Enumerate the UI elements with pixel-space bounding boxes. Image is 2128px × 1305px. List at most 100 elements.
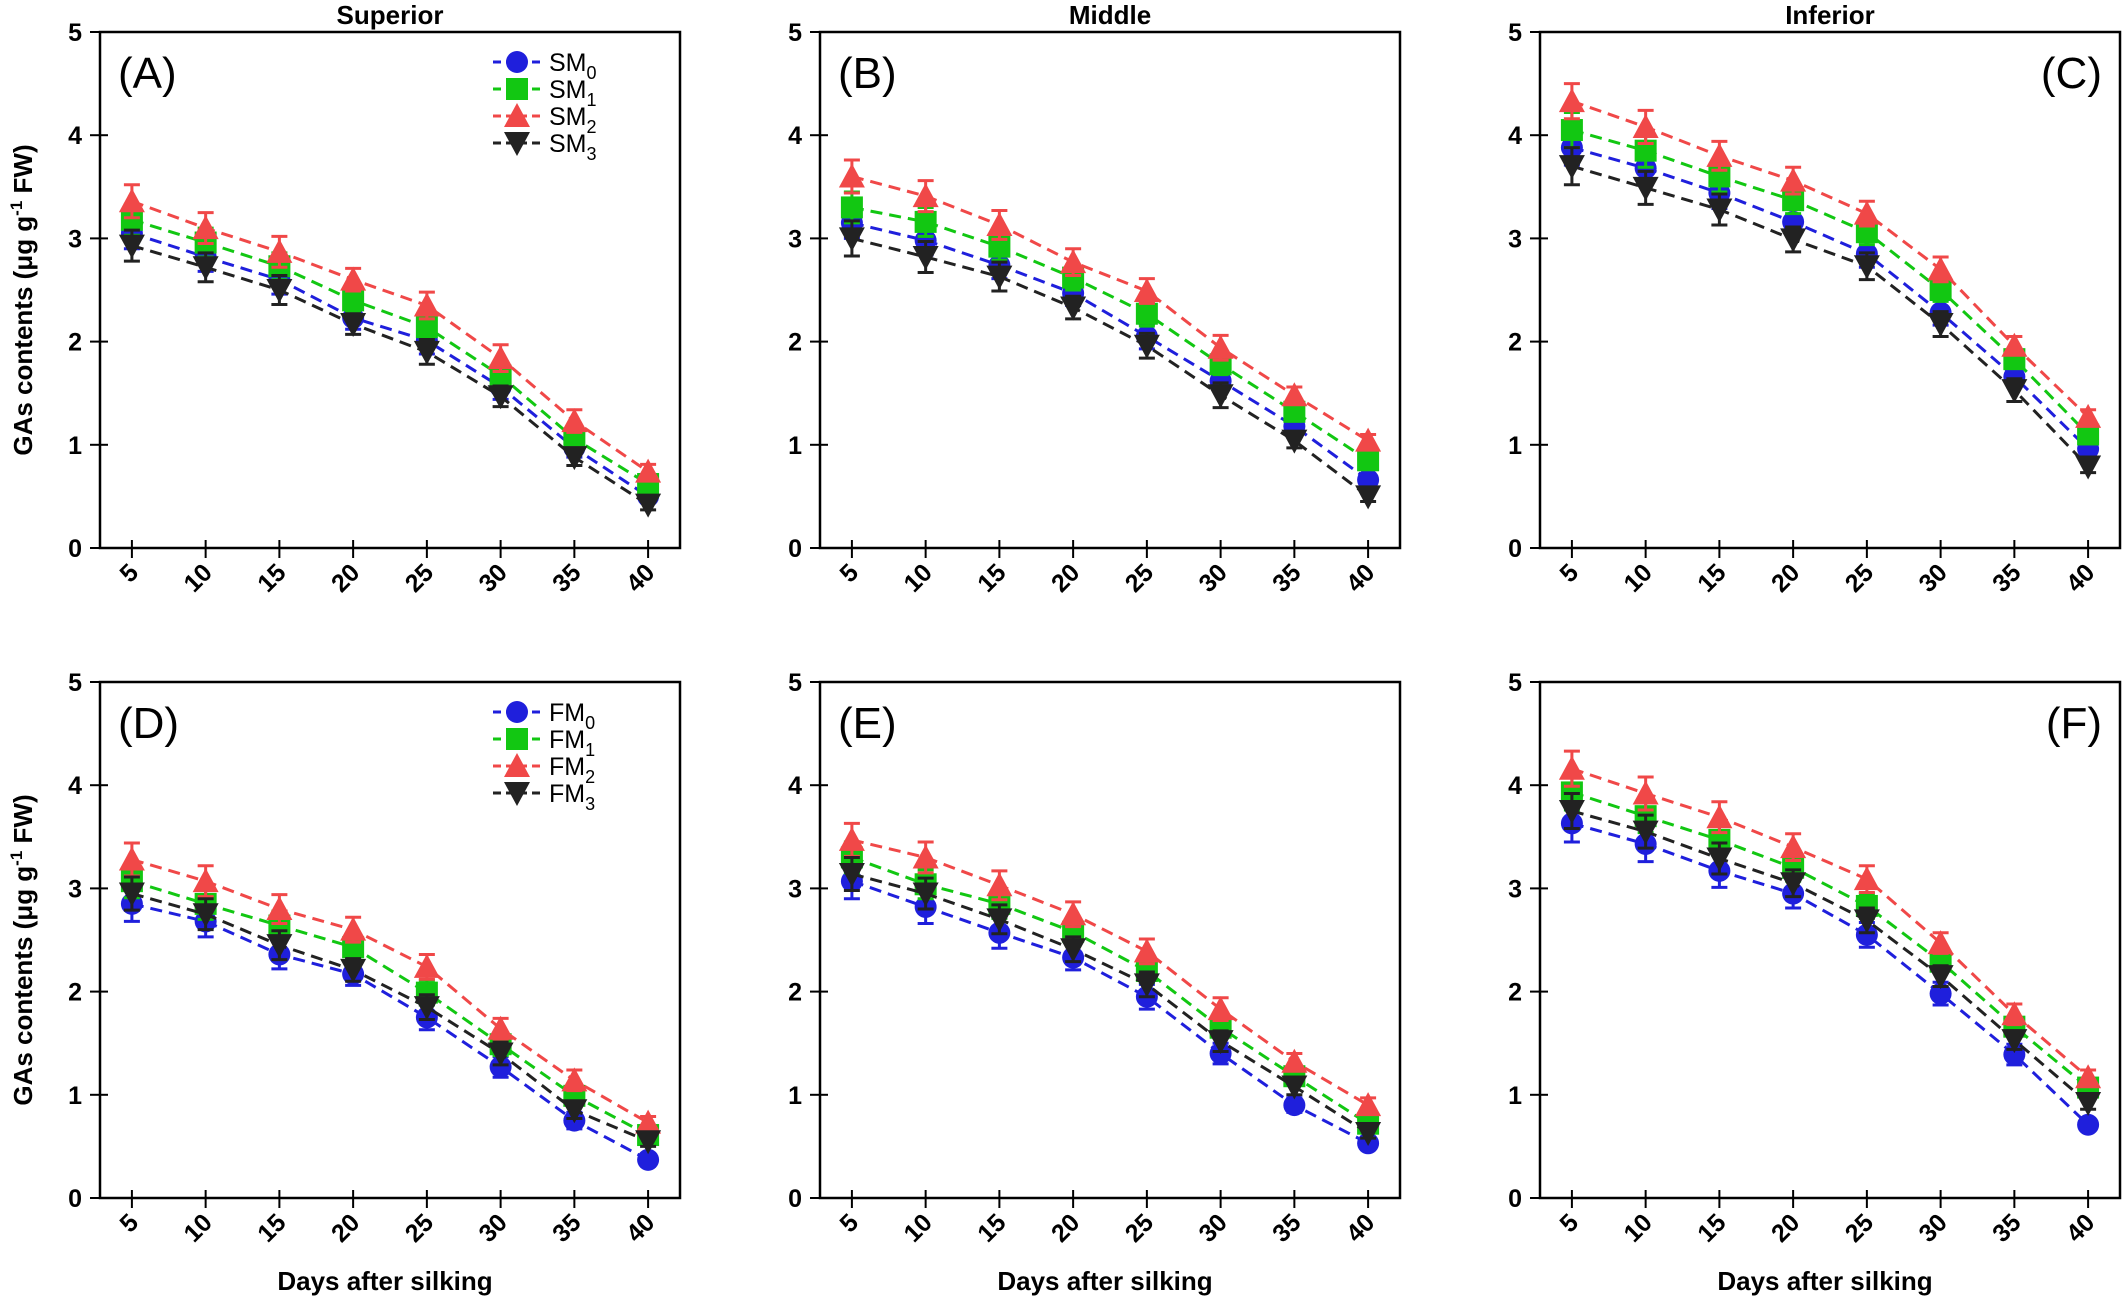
data-point <box>487 1015 514 1040</box>
series-sm3 <box>118 228 662 518</box>
legend-marker <box>506 728 528 750</box>
y-tick-label: 5 <box>788 669 802 697</box>
data-point <box>489 1055 512 1078</box>
x-tick-label: 40 <box>1341 558 1380 597</box>
legend-label: SM1 <box>549 76 597 110</box>
legend-label-subscript: 1 <box>587 90 597 110</box>
y-tick-label: 5 <box>68 669 82 697</box>
data-point <box>635 1130 662 1155</box>
data-point <box>1060 296 1087 321</box>
y-tick-label: 2 <box>788 329 802 357</box>
data-point <box>561 1067 588 1092</box>
x-tick-label: 5 <box>115 558 145 588</box>
x-tick-label: 25 <box>1840 1208 1880 1248</box>
data-point <box>1780 167 1807 192</box>
y-tick-label: 1 <box>788 432 802 460</box>
y-tick-label: 2 <box>788 979 802 1007</box>
data-point <box>1357 449 1380 472</box>
y-tick-label: 5 <box>1508 19 1522 47</box>
legend-label: FM2 <box>549 753 595 787</box>
panel-title: Middle <box>1069 0 1151 30</box>
data-point <box>1207 1030 1234 1055</box>
plot-frame <box>98 30 682 550</box>
data-point <box>2075 1092 2102 1117</box>
legend-label-prefix: FM <box>549 699 585 727</box>
data-point <box>266 279 293 303</box>
y-tick-label: 3 <box>1508 875 1522 903</box>
x-tick-label: 5 <box>835 1208 865 1238</box>
panel-c: 0 1 2 3 4 5 5 10 15 20 25 30 35 40 Inferior (C) <box>1508 0 2122 598</box>
series-line <box>1571 164 2090 468</box>
legend-label-prefix: SM <box>549 49 587 77</box>
data-point <box>561 446 588 471</box>
panel-letter: (B) <box>838 49 897 98</box>
data-point <box>118 188 145 213</box>
data-point <box>986 872 1013 897</box>
data-point <box>1135 302 1158 325</box>
data-point <box>1780 834 1807 859</box>
series-sm2 <box>838 158 1382 452</box>
legend-label: FM0 <box>549 699 595 733</box>
x-tick-label: 20 <box>326 1208 365 1247</box>
series-line <box>1571 128 2090 436</box>
data-point <box>635 493 662 518</box>
data-point <box>838 227 865 252</box>
data-point <box>2001 379 2028 404</box>
legend-marker <box>506 701 528 723</box>
x-tick-label: 30 <box>1193 558 1232 597</box>
x-tick-label: 10 <box>898 1208 937 1247</box>
data-point <box>1927 256 1954 281</box>
x-tick-label: 20 <box>1766 558 1805 597</box>
panel-letter: (E) <box>838 699 897 748</box>
data-point <box>986 265 1013 290</box>
series-line <box>1571 809 2090 1105</box>
series-line <box>1571 821 2090 1126</box>
data-point <box>192 256 219 281</box>
x-tick-label: 30 <box>1913 558 1952 597</box>
x-tick-label: 20 <box>326 558 365 597</box>
x-tick-label: 35 <box>547 1208 587 1248</box>
series-line <box>851 205 1369 462</box>
series-line <box>1571 767 2090 1079</box>
x-tick-label: 15 <box>252 1208 292 1248</box>
y-tick-label: 4 <box>788 122 802 150</box>
series-sm3 <box>1558 146 2102 480</box>
data-point <box>118 234 145 259</box>
data-point <box>2001 332 2028 357</box>
y-tick-label: 3 <box>68 225 82 253</box>
legend-marker <box>504 132 530 156</box>
x-tick-label: 25 <box>400 558 440 598</box>
data-point <box>1855 923 1878 946</box>
data-point <box>1853 200 1880 225</box>
x-tick-label: 40 <box>1341 1208 1380 1247</box>
plot-frame <box>818 30 1402 550</box>
data-point <box>1927 313 1954 338</box>
x-axis-title-d: Days after silking <box>277 1266 492 1296</box>
data-point <box>1060 901 1087 926</box>
data-point <box>561 1099 588 1124</box>
legend-marker <box>504 782 530 806</box>
y-tick-label: 2 <box>1508 329 1522 357</box>
legend-label-prefix: FM <box>549 780 585 808</box>
plot-frame <box>98 680 682 1200</box>
legend-marker <box>504 103 530 127</box>
x-tick-label: 10 <box>898 558 937 597</box>
data-point <box>1133 938 1160 963</box>
y-axis-title-bottom-sup: -1 <box>7 851 26 866</box>
x-tick-label: 35 <box>1987 558 2027 598</box>
y-tick-label: 0 <box>788 1185 802 1213</box>
data-point <box>1780 872 1807 897</box>
series-line <box>131 199 649 473</box>
data-point <box>266 896 293 921</box>
data-point <box>1281 382 1308 407</box>
x-tick-label: 5 <box>835 558 865 588</box>
legend-marker <box>504 753 530 777</box>
series-fm2 <box>838 821 1382 1117</box>
legend-label: FM3 <box>549 780 595 814</box>
legend-label-prefix: SM <box>549 103 587 131</box>
series-line <box>131 879 649 1137</box>
data-point <box>2077 423 2100 446</box>
legend-label-prefix: FM <box>549 753 585 781</box>
y-tick-label: 3 <box>788 875 802 903</box>
